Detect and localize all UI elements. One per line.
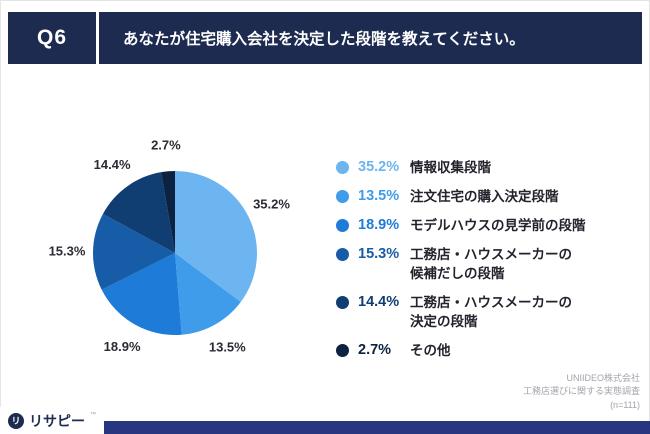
legend-label: 情報収集段階	[410, 160, 491, 175]
question-title: あなたが住宅購入会社を決定した段階を教えてください。	[123, 31, 525, 48]
legend-percent: 2.7%	[358, 342, 392, 358]
pie-value-label-2: 18.9%	[104, 339, 141, 354]
legend-item-4: 14.4% 工務店・ハウスメーカーの 決定の段階	[336, 293, 586, 331]
pie-value-label-1: 13.5%	[209, 340, 246, 355]
legend-item-1: 13.5% 注文住宅の購入決定段階	[336, 187, 586, 206]
legend-percent: 14.4%	[358, 294, 400, 310]
pie-slice-3	[93, 213, 175, 290]
legend-label: その他	[410, 343, 451, 358]
pie-value-label-3: 15.3%	[49, 243, 86, 258]
chart-legend: 35.2% 情報収集段階 13.5% 注文住宅の購入決定段階 18.9% モデルハウスの見…	[336, 158, 586, 360]
attribution-company: UNIIDEO株式会社	[566, 372, 640, 383]
attribution-survey-name: 工務店選びに関する実態調査	[522, 386, 640, 396]
legend-percent: 35.2%	[358, 159, 400, 175]
question-header-bar: Q6 あなたが住宅購入会社を決定した段階を教えてください。	[8, 12, 642, 64]
legend-item-5: 2.7% その他	[336, 341, 586, 360]
risapy-logo-icon: リ	[8, 412, 24, 429]
legend-percent: 15.3%	[358, 246, 400, 262]
legend-percent: 18.9%	[358, 217, 400, 233]
attribution-sample-size: (n=111)	[610, 399, 640, 410]
trademark-mark: ™	[90, 412, 96, 418]
legend-color-dot	[336, 344, 349, 357]
legend-item-3: 15.3% 工務店・ハウスメーカーの 候補だしの段階	[336, 245, 586, 283]
legend-label: 工務店・ハウスメーカーの 決定の段階	[410, 295, 572, 329]
pie-value-label-0: 35.2%	[253, 197, 290, 212]
pie-chart: 35.2% 13.5% 18.9% 15.3% 14.4% 2.7%	[49, 137, 291, 355]
footer-brand-strip	[0, 421, 650, 434]
legend-label: 工務店・ハウスメーカーの 候補だしの段階	[410, 247, 572, 281]
pie-slice-2	[101, 253, 182, 336]
legend-color-dot	[336, 190, 349, 203]
legend-color-dot	[336, 161, 349, 174]
legend-color-dot	[336, 248, 349, 261]
pie-slice-4	[102, 172, 175, 253]
pie-slice-0	[175, 171, 258, 303]
legend-item-2: 18.9% モデルハウスの見学前の段階	[336, 216, 586, 235]
risapy-logo-text: リサピー	[29, 412, 85, 429]
pie-value-label-5: 2.7%	[151, 137, 181, 152]
legend-color-dot	[336, 296, 349, 309]
risapy-logo: リ リサピー ™	[0, 407, 104, 434]
pie-value-label-4: 14.4%	[94, 157, 131, 172]
survey-attribution: UNIIDEO株式会社 工務店選びに関する実態調査 (n=111)	[523, 372, 640, 413]
legend-label: モデルハウスの見学前の段階	[410, 218, 586, 233]
header-divider	[96, 12, 99, 64]
legend-percent: 13.5%	[358, 188, 400, 204]
pie-slice-5	[161, 171, 175, 253]
question-number: Q6	[36, 26, 67, 49]
legend-label: 注文住宅の購入決定段階	[410, 189, 559, 204]
legend-color-dot	[336, 219, 349, 232]
pie-slice-1	[175, 253, 241, 335]
legend-item-0: 35.2% 情報収集段階	[336, 158, 586, 177]
